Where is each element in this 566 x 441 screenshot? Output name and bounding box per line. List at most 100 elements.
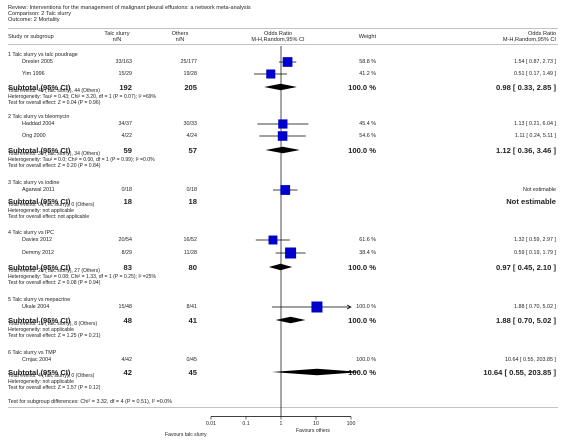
talc-events: 8/29	[121, 250, 133, 256]
col-others-sub: n/N	[175, 37, 185, 43]
subgroup-statistics: Test for overall effect: Z = 1.57 (P = 0…	[8, 385, 101, 391]
study-odds-ratio: 1.13 [ 0.21, 6.04 ]	[514, 121, 556, 127]
subgroup-statistics: Test for overall effect: Z = 0.20 (P = 0…	[8, 163, 101, 169]
subtotal-odds-ratio: 0.98 [ 0.33, 2.85 ]	[496, 83, 556, 92]
talc-events: 15/29	[118, 71, 133, 77]
subgroup-title: 1 Talc slurry vs talc poudrage	[8, 52, 78, 58]
study-odds-ratio: Not estimable	[523, 187, 556, 193]
subtotal-label: Subtotal (95% CI)	[8, 197, 71, 206]
study-odds-ratio: 1.88 [ 0.70, 5.02 ]	[514, 304, 556, 310]
subgroup-title: 5 Talc slurry vs mepacrine	[8, 297, 71, 303]
study-point-estimate	[280, 185, 291, 195]
subtotal-weight: 100.0 %	[348, 83, 376, 92]
subtotal-talc-n: 192	[119, 83, 132, 92]
subgroup-statistics: Total events: 48 (Talc slurry), 44 (Othe…	[8, 88, 100, 94]
study-odds-ratio: 1.11 [ 0.24, 5.11 ]	[514, 133, 556, 139]
col-or-plot-title: Odds Ratio	[264, 31, 292, 37]
review-title: Review: Interventions for the management…	[8, 5, 251, 11]
others-events: 30/33	[183, 121, 198, 127]
col-or-text-sub: M-H,Random,95% CI	[502, 37, 556, 43]
favours-left-label: Favours talc slurry	[165, 432, 207, 438]
x-axis-tick-label: 100	[347, 421, 356, 427]
others-events: 0/18	[186, 187, 198, 193]
study-weight: 61.6 %	[359, 237, 376, 243]
x-axis-tick-label: 10	[313, 421, 319, 427]
talc-events: 34/37	[118, 121, 133, 127]
study-weight: 54.6 %	[359, 133, 376, 139]
subtotal-diamond	[271, 368, 362, 376]
col-talc-title: Talc slurry	[104, 31, 130, 37]
study-name: Demmy 2012	[22, 250, 55, 256]
study-name: Ong 2000	[22, 133, 46, 139]
talc-events: 20/54	[118, 237, 133, 243]
x-axis-tick-label: 0.1	[242, 421, 249, 427]
subtotal-weight: 100.0 %	[348, 316, 376, 325]
col-others-title: Others	[171, 31, 189, 37]
study-name: Yim 1996	[22, 71, 45, 77]
study-point-estimate	[266, 69, 276, 79]
subgroup-statistics: Heterogeneity: Tau² = 0.08; Chi² = 1.33,…	[8, 274, 157, 280]
subtotal-talc-n: 18	[123, 197, 132, 206]
subgroup-statistics: Test for overall effect: Z = 1.25 (P = 0…	[8, 333, 101, 339]
subgroup-statistics: Test for overall effect: Z = 0.08 (P = 0…	[8, 280, 101, 286]
subgroup-differences-test: Test for subgroup differences: Chi² = 3.…	[8, 399, 173, 405]
subtotal-diamond	[268, 263, 293, 271]
others-events: 25/177	[180, 59, 198, 65]
col-or-text-title: Odds Ratio	[528, 31, 556, 37]
others-events: 19/28	[183, 71, 198, 77]
subtotal-label: Subtotal (95% CI)	[8, 263, 71, 272]
study-point-estimate	[285, 247, 297, 259]
subgroup-statistics: Heterogeneity: not applicable	[8, 208, 74, 214]
study-weight: 100.0 %	[356, 357, 376, 363]
subtotal-diamond	[265, 146, 300, 154]
subgroup-statistics: Total events: 38 (Talc slurry), 34 (Othe…	[8, 151, 100, 157]
study-odds-ratio: 10.64 [ 0.55, 203.85 ]	[505, 357, 556, 363]
subgroup-title: 2 Talc slurry vs bleomycin	[8, 114, 70, 120]
x-axis-tick-label: 0.01	[206, 421, 216, 427]
subgroup-statistics: Total events: 15 (Talc slurry), 8 (Other…	[8, 321, 98, 327]
subtotal-odds-ratio: 10.64 [ 0.55, 203.85 ]	[483, 368, 556, 377]
subgroup-title: 4 Talc slurry vs IPC	[8, 230, 55, 236]
subgroup-statistics: Test for overall effect: Z = 0.04 (P = 0…	[8, 100, 101, 106]
col-study: Study or subgroup	[8, 34, 54, 40]
talc-events: 15/48	[118, 304, 133, 310]
talc-events: 0/18	[121, 187, 133, 193]
study-weight: 41.2 %	[359, 71, 376, 77]
subtotal-talc-n: 83	[123, 263, 132, 272]
subtotal-others-n: 80	[188, 263, 197, 272]
subgroup-statistics: Heterogeneity: Tau² = 0.43; Chi² = 3.20,…	[8, 94, 157, 100]
study-name: Crnjac 2004	[22, 357, 52, 363]
study-weight: 38.4 %	[359, 250, 376, 256]
study-odds-ratio: 0.59 [ 0.19, 1.79 ]	[514, 250, 556, 256]
subtotal-odds-ratio: Not estimable	[506, 197, 556, 206]
subtotal-odds-ratio: 0.97 [ 0.45, 2.10 ]	[496, 263, 556, 272]
subgroup-statistics: Heterogeneity: Tau² = 0.0; Chi² = 0.00, …	[8, 157, 155, 163]
study-name: Dresler 2005	[22, 59, 53, 65]
subtotal-others-n: 45	[188, 368, 197, 377]
subtotal-others-n: 18	[188, 197, 197, 206]
study-weight: 58.8 %	[359, 59, 376, 65]
talc-events: 33/163	[115, 59, 133, 65]
favours-right-label: Favours others	[296, 428, 330, 434]
subtotal-others-n: 41	[188, 316, 197, 325]
subtotal-weight: 100.0 %	[348, 263, 376, 272]
others-events: 0/45	[186, 357, 198, 363]
subtotal-label: Subtotal (95% CI)	[8, 368, 71, 377]
subgroup-title: 3 Talc slurry vs iodine	[8, 180, 60, 186]
study-point-estimate	[282, 57, 293, 67]
talc-events: 4/42	[121, 357, 133, 363]
study-ci-arrow	[346, 304, 352, 310]
talc-events: 4/22	[121, 133, 133, 139]
study-point-estimate	[277, 131, 288, 141]
subtotal-odds-ratio: 1.88 [ 0.70, 5.02 ]	[496, 316, 556, 325]
subgroup-statistics: Test for overall effect: not applicable	[8, 214, 90, 220]
others-events: 4/24	[186, 133, 198, 139]
subtotal-odds-ratio: 1.12 [ 0.36, 3.46 ]	[496, 146, 556, 155]
study-odds-ratio: 1.32 [ 0.59, 2.97 ]	[514, 237, 556, 243]
x-axis-tick-label: 1	[280, 421, 283, 427]
subtotal-label: Subtotal (95% CI)	[8, 316, 71, 325]
col-talc-sub: n/N	[112, 37, 122, 43]
subtotal-weight: 100.0 %	[348, 146, 376, 155]
comparison-label: Comparison: 2 Talc slurry	[8, 11, 72, 17]
